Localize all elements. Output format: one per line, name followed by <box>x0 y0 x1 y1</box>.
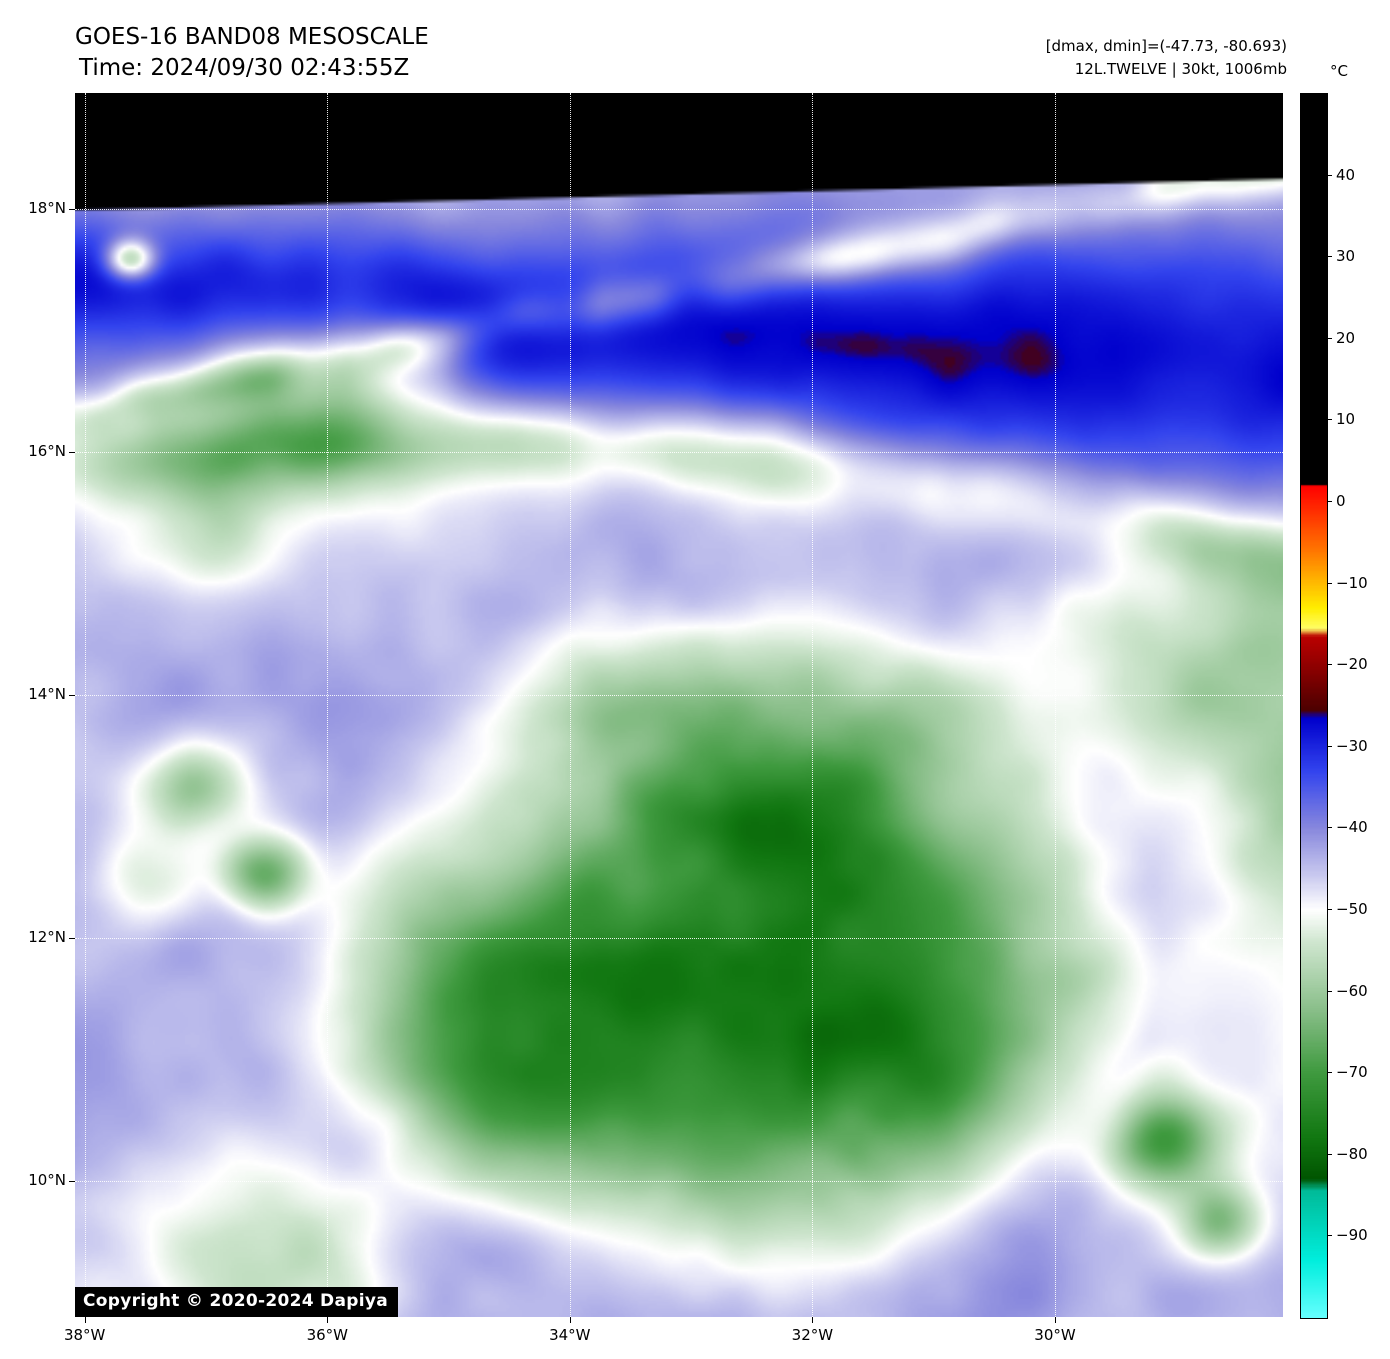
satellite-image-canvas <box>75 93 1283 1317</box>
colorbar-tick-label: −50 <box>1336 900 1368 918</box>
colorbar-tickmark <box>1328 174 1332 176</box>
colorbar-tickmark <box>1328 256 1332 258</box>
colorbar-tick-label: −90 <box>1336 1226 1368 1245</box>
colorbar-tickmark <box>1328 1235 1332 1237</box>
colorbar-tickmark <box>1328 745 1332 747</box>
grid-overlay <box>75 93 1283 1317</box>
colorbar-tick-label: −10 <box>1336 573 1368 592</box>
dmax-dmin-readout: [dmax, dmin]=(-47.73, -80.693) <box>1045 37 1287 55</box>
colorbar <box>1300 93 1328 1319</box>
lon-tickmark <box>569 1317 571 1323</box>
colorbar-tickmark <box>1328 337 1332 339</box>
lon-tickmark <box>1055 1317 1056 1323</box>
lon-tick-label: 38°W <box>63 1326 106 1344</box>
lat-tickmark <box>69 208 75 210</box>
gridline-lat <box>75 1180 1283 1182</box>
satellite-map: Copyright © 2020-2024 Dapiya <box>75 93 1283 1317</box>
lat-tick-label: 18°N <box>28 198 66 217</box>
page-title: GOES-16 BAND08 MESOSCALE <box>75 24 429 50</box>
lon-tickmark <box>812 1317 814 1323</box>
lon-tick-label: 36°W <box>306 1326 348 1344</box>
colorbar-tick-label: −20 <box>1336 655 1368 674</box>
colorbar-tickmark <box>1328 582 1332 584</box>
colorbar-unit-label: °C <box>1330 62 1348 80</box>
lon-tickmark <box>84 1317 86 1323</box>
colorbar-tick-label: 10 <box>1336 410 1356 429</box>
colorbar-tick-label: −70 <box>1336 1063 1368 1082</box>
colorbar-tickmark <box>1328 664 1332 666</box>
gridline-lat <box>75 937 1283 939</box>
colorbar-tickmark <box>1328 1072 1332 1074</box>
lat-tick-label: 14°N <box>28 684 66 703</box>
storm-info: 12L.TWELVE | 30kt, 1006mb <box>1074 60 1287 78</box>
lat-tick-label: 16°N <box>28 441 66 460</box>
colorbar-tickmark <box>1328 909 1332 910</box>
colorbar-tick-label: −30 <box>1336 736 1368 755</box>
colorbar-tick-label: −40 <box>1336 818 1368 837</box>
gridline-lon <box>84 93 86 1317</box>
lat-tickmark <box>69 1180 75 1182</box>
colorbar-tick-label: 0 <box>1336 492 1346 510</box>
colorbar-tick-label: 30 <box>1336 247 1356 266</box>
gridline-lon <box>812 93 814 1317</box>
lon-tick-label: 32°W <box>791 1326 834 1344</box>
timestamp: Time: 2024/09/30 02:43:55Z <box>79 55 410 81</box>
colorbar-tickmark <box>1328 990 1332 992</box>
lat-tickmark <box>69 937 75 939</box>
lon-tick-label: 30°W <box>1034 1326 1076 1344</box>
lat-tick-label: 12°N <box>28 927 66 946</box>
gridline-lat <box>75 451 1283 453</box>
colorbar-tick-label: 40 <box>1336 165 1356 184</box>
lat-tick-label: 10°N <box>28 1170 66 1189</box>
lat-tickmark <box>69 694 75 696</box>
gridline-lon <box>1055 93 1056 1317</box>
gridline-lon <box>327 93 329 1317</box>
copyright-badge: Copyright © 2020-2024 Dapiya <box>75 1287 398 1317</box>
colorbar-tick-label: −80 <box>1336 1144 1368 1163</box>
gridline-lon <box>569 93 571 1317</box>
lon-tick-label: 34°W <box>549 1326 591 1344</box>
gridline-lat <box>75 208 1283 210</box>
colorbar-tick-label: −60 <box>1336 981 1368 1000</box>
colorbar-tickmark <box>1328 419 1332 421</box>
colorbar-tickmark <box>1328 501 1332 502</box>
colorbar-tickmark <box>1328 827 1332 829</box>
lat-tickmark <box>69 451 75 453</box>
lon-tickmark <box>327 1317 329 1323</box>
colorbar-tick-label: 20 <box>1336 328 1356 347</box>
gridline-lat <box>75 694 1283 696</box>
colorbar-tickmark <box>1328 1153 1332 1155</box>
